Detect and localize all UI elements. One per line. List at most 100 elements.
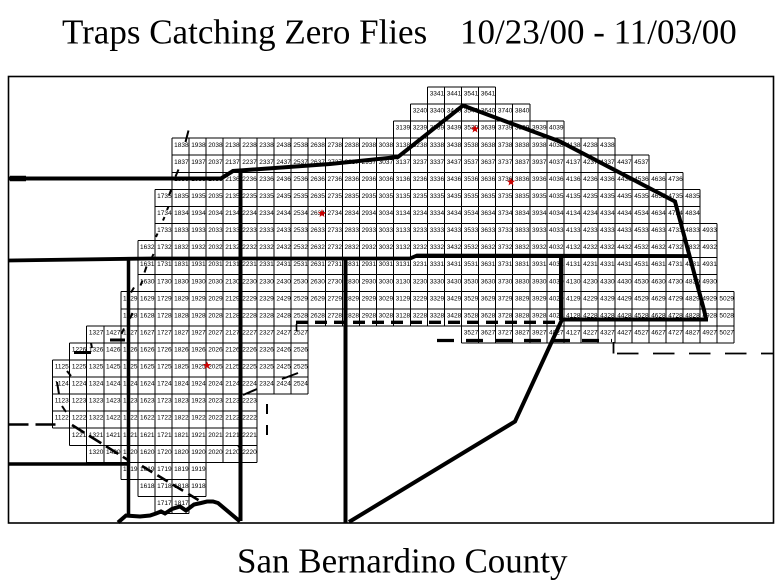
svg-text:1817: 1817 — [174, 500, 189, 507]
svg-text:2337: 2337 — [259, 159, 274, 166]
svg-text:2938: 2938 — [362, 142, 377, 149]
svg-text:2128: 2128 — [225, 312, 240, 319]
svg-text:4535: 4535 — [634, 193, 649, 200]
svg-text:2037: 2037 — [208, 159, 223, 166]
svg-text:3535: 3535 — [464, 193, 479, 200]
svg-text:2222: 2222 — [242, 415, 257, 422]
svg-text:3931: 3931 — [532, 261, 547, 268]
svg-text:4435: 4435 — [617, 193, 632, 200]
svg-text:3233: 3233 — [413, 227, 428, 234]
svg-text:2424: 2424 — [276, 381, 291, 388]
svg-text:2129: 2129 — [225, 295, 240, 302]
svg-text:4135: 4135 — [566, 193, 581, 200]
svg-text:1325: 1325 — [89, 364, 104, 371]
svg-text:4132: 4132 — [566, 244, 581, 251]
svg-text:2228: 2228 — [242, 312, 257, 319]
svg-text:1730: 1730 — [157, 278, 172, 285]
svg-text:2831: 2831 — [345, 261, 360, 268]
svg-text:4833: 4833 — [685, 227, 700, 234]
svg-text:2334: 2334 — [259, 210, 274, 217]
svg-text:1823: 1823 — [174, 398, 189, 405]
svg-text:2332: 2332 — [259, 244, 274, 251]
svg-text:3430: 3430 — [447, 278, 462, 285]
svg-text:4536: 4536 — [634, 176, 649, 183]
svg-text:2121: 2121 — [225, 432, 240, 439]
svg-text:2324: 2324 — [259, 381, 274, 388]
svg-text:1731: 1731 — [157, 261, 172, 268]
svg-text:4832: 4832 — [685, 244, 700, 251]
svg-text:3835: 3835 — [515, 193, 530, 200]
svg-text:3638: 3638 — [481, 142, 496, 149]
svg-text:1830: 1830 — [174, 278, 189, 285]
svg-text:3331: 3331 — [430, 261, 445, 268]
svg-text:1719: 1719 — [157, 466, 172, 473]
svg-text:3138: 3138 — [396, 142, 411, 149]
svg-text:1924: 1924 — [191, 381, 206, 388]
svg-text:4928: 4928 — [702, 312, 717, 319]
svg-text:1837: 1837 — [174, 159, 189, 166]
svg-text:1724: 1724 — [157, 381, 172, 388]
svg-text:2631: 2631 — [310, 261, 325, 268]
svg-text:2430: 2430 — [276, 278, 291, 285]
svg-text:4830: 4830 — [685, 278, 700, 285]
svg-text:4631: 4631 — [651, 261, 666, 268]
svg-text:4534: 4534 — [634, 210, 649, 217]
svg-text:4628: 4628 — [651, 312, 666, 319]
svg-text:2135: 2135 — [225, 193, 240, 200]
svg-text:3335: 3335 — [430, 193, 445, 200]
svg-text:3230: 3230 — [413, 278, 428, 285]
svg-text:2027: 2027 — [208, 329, 223, 336]
svg-text:2022: 2022 — [208, 415, 223, 422]
svg-text:2238: 2238 — [242, 142, 257, 149]
svg-text:4527: 4527 — [634, 329, 649, 336]
svg-text:3436: 3436 — [447, 176, 462, 183]
svg-text:1729: 1729 — [157, 295, 172, 302]
svg-text:4930: 4930 — [702, 278, 717, 285]
svg-text:1625: 1625 — [140, 364, 155, 371]
svg-text:1623: 1623 — [140, 398, 155, 405]
svg-text:1624: 1624 — [140, 381, 155, 388]
svg-text:4228: 4228 — [583, 312, 598, 319]
svg-text:4338: 4338 — [600, 142, 615, 149]
svg-text:4335: 4335 — [600, 193, 615, 200]
svg-text:3735: 3735 — [498, 193, 513, 200]
svg-text:3529: 3529 — [464, 295, 479, 302]
svg-text:1632: 1632 — [140, 244, 155, 251]
svg-text:1124: 1124 — [55, 381, 69, 388]
svg-text:4827: 4827 — [685, 329, 700, 336]
svg-text:3838: 3838 — [515, 142, 530, 149]
svg-text:4636: 4636 — [651, 176, 666, 183]
svg-text:3830: 3830 — [515, 278, 530, 285]
svg-text:4332: 4332 — [600, 244, 615, 251]
svg-text:1622: 1622 — [140, 415, 155, 422]
svg-text:2534: 2534 — [293, 210, 308, 217]
svg-text:1520: 1520 — [123, 449, 138, 456]
svg-text:3938: 3938 — [532, 142, 547, 149]
svg-text:2138: 2138 — [225, 142, 240, 149]
svg-text:4735: 4735 — [668, 193, 683, 200]
svg-text:2034: 2034 — [208, 210, 223, 217]
svg-text:1621: 1621 — [140, 432, 155, 439]
svg-text:3537: 3537 — [464, 159, 479, 166]
svg-text:2030: 2030 — [208, 278, 223, 285]
svg-text:4033: 4033 — [549, 227, 564, 234]
svg-text:3037: 3037 — [379, 159, 394, 166]
svg-text:4533: 4533 — [634, 227, 649, 234]
svg-text:4234: 4234 — [583, 210, 598, 217]
svg-text:2025: 2025 — [208, 364, 223, 371]
svg-text:1327: 1327 — [89, 329, 104, 336]
svg-text:3139: 3139 — [396, 125, 411, 132]
svg-text:2234: 2234 — [242, 210, 257, 217]
svg-text:1522: 1522 — [123, 415, 138, 422]
svg-text:1838: 1838 — [174, 142, 189, 149]
svg-text:2233: 2233 — [242, 227, 257, 234]
svg-text:1323: 1323 — [89, 398, 104, 405]
svg-text:4334: 4334 — [600, 210, 615, 217]
svg-text:3531: 3531 — [464, 261, 479, 268]
svg-text:1735: 1735 — [157, 193, 172, 200]
svg-text:1630: 1630 — [140, 278, 155, 285]
svg-text:1122: 1122 — [55, 415, 69, 422]
svg-text:2225: 2225 — [242, 364, 257, 371]
svg-text:2437: 2437 — [276, 159, 291, 166]
svg-text:4732: 4732 — [668, 244, 683, 251]
